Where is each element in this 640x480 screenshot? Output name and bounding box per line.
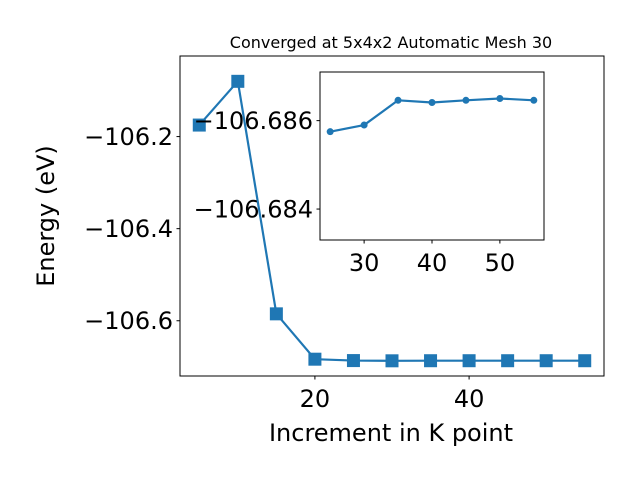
main-data-point (231, 74, 245, 88)
main-data-point (539, 354, 553, 368)
inset-y-tick-label: −106.686 (194, 107, 313, 135)
inset-x-tick-label: 30 (349, 249, 380, 277)
main-data-point (501, 354, 515, 368)
main-series (192, 74, 592, 368)
inset-plot-frame (319, 71, 545, 241)
main-plot-frame (179, 55, 605, 377)
inset-x-tick-label: 50 (485, 249, 516, 277)
x-axis-label: Increment in K point (269, 419, 513, 447)
main-axis-ticks: 20 40 −106.6 −106.4 −106.2 (84, 123, 484, 413)
inset-axis-ticks: 30 40 50 −106.686 −106.684 (194, 107, 516, 277)
main-y-tick-label: −106.4 (84, 215, 173, 243)
inset-chart: 30 40 50 −106.686 −106.684 (194, 71, 545, 277)
inset-data-point (428, 99, 436, 107)
main-data-point (308, 352, 322, 366)
main-data-point (462, 354, 476, 368)
inset-data-point (530, 96, 538, 104)
main-data-point (578, 354, 592, 368)
main-data-point (385, 354, 399, 368)
main-data-point (192, 118, 206, 132)
main-chart: Converged at 5x4x2 Automatic Mesh 30 Inc… (32, 33, 605, 447)
inset-data-point (462, 96, 470, 104)
inset-y-tick-label: −106.684 (194, 196, 313, 224)
inset-x-tick-label: 40 (417, 249, 448, 277)
inset-background (320, 72, 544, 240)
main-data-point (269, 307, 283, 321)
main-data-point (346, 354, 360, 368)
inset-data-point (360, 121, 368, 129)
main-y-tick-label: −106.2 (84, 123, 173, 151)
main-y-tick-label: −106.6 (84, 307, 173, 335)
chart-title: Converged at 5x4x2 Automatic Mesh 30 (230, 33, 552, 52)
inset-series (326, 95, 538, 136)
inset-data-point (326, 128, 334, 136)
inset-data-point (496, 95, 504, 103)
inset-data-point (394, 96, 402, 104)
main-data-point (424, 354, 438, 368)
main-x-tick-label: 20 (300, 385, 331, 413)
y-axis-label: Energy (eV) (32, 145, 60, 287)
main-x-tick-label: 40 (454, 385, 485, 413)
